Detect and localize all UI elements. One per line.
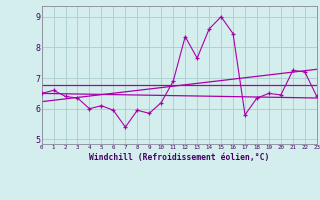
X-axis label: Windchill (Refroidissement éolien,°C): Windchill (Refroidissement éolien,°C) bbox=[89, 153, 269, 162]
